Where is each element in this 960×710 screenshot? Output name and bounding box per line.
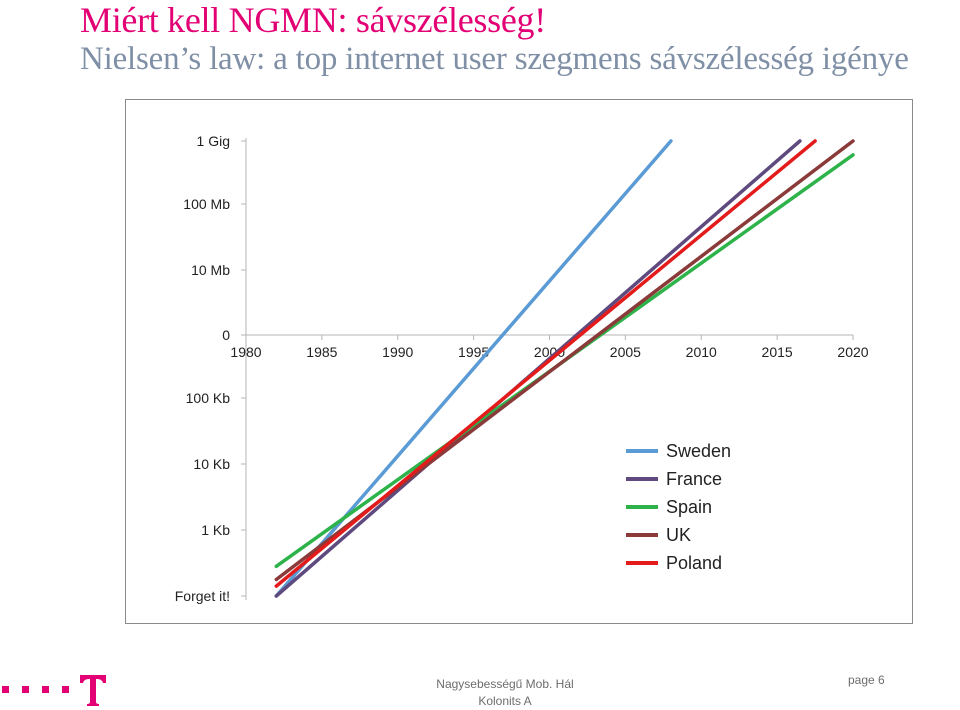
legend-label-uk: UK xyxy=(666,525,691,545)
x-tick-label: 1985 xyxy=(306,344,337,360)
x-tick-label: 1980 xyxy=(230,344,261,360)
y-tick-label: 100 Kb xyxy=(186,390,231,406)
logo-dot xyxy=(22,686,29,693)
legend-label-poland: Poland xyxy=(666,553,722,573)
x-tick-label: 2015 xyxy=(762,344,793,360)
chart-frame: Forget it! 1 Kb 10 Kb 100 Kb 0 10 Mb 100 Mb 1 G… xyxy=(125,99,913,624)
axes-layer: Forget it! 1 Kb 10 Kb 100 Kb 0 10 Mb 100 Mb 1 G… xyxy=(175,133,869,604)
y-tick-label: Forget it! xyxy=(175,588,230,604)
logo-dot xyxy=(42,686,49,693)
x-tick-label: 1995 xyxy=(458,344,489,360)
x-tick-label: 2010 xyxy=(686,344,717,360)
telekom-t-logo-icon xyxy=(2,675,106,706)
slide-title: Miért kell NGMN: sávszélesség! xyxy=(80,0,546,40)
logo-t-shape xyxy=(80,675,106,706)
series-line-poland xyxy=(274,139,817,588)
y-tick-label: 0 xyxy=(222,327,230,343)
x-tick-label: 1990 xyxy=(382,344,413,360)
page-number: page 6 xyxy=(848,673,885,687)
legend-label-spain: Spain xyxy=(666,497,712,517)
legend: Sweden France Spain UK Poland xyxy=(626,441,731,573)
y-tick-label: 1 Kb xyxy=(201,522,230,538)
slide-subtitle: Nielsen’s law: a top internet user szegm… xyxy=(80,41,909,77)
x-tick-label: 2020 xyxy=(837,344,868,360)
x-tick-label: 2005 xyxy=(610,344,641,360)
y-tick-label: 100 Mb xyxy=(183,196,230,212)
logo-dot xyxy=(62,686,69,693)
series-line-sweden xyxy=(274,139,673,598)
y-tick-label: 10 Mb xyxy=(191,262,230,278)
footer-center: Nagysebességű Mob. Hál Kolonits A xyxy=(420,676,590,710)
series-layer xyxy=(274,139,855,598)
y-tick-label: 1 Gig xyxy=(197,133,230,149)
footer-author: Kolonits A xyxy=(478,694,532,708)
legend-label-france: France xyxy=(666,469,722,489)
nielsen-law-chart: Forget it! 1 Kb 10 Kb 100 Kb 0 10 Mb 100 Mb 1 G… xyxy=(175,133,869,604)
footer-presentation-title: Nagysebességű Mob. Hál xyxy=(436,677,574,691)
legend-label-sweden: Sweden xyxy=(666,441,731,461)
logo-dot xyxy=(2,686,9,693)
y-tick-label: 10 Kb xyxy=(193,456,230,472)
